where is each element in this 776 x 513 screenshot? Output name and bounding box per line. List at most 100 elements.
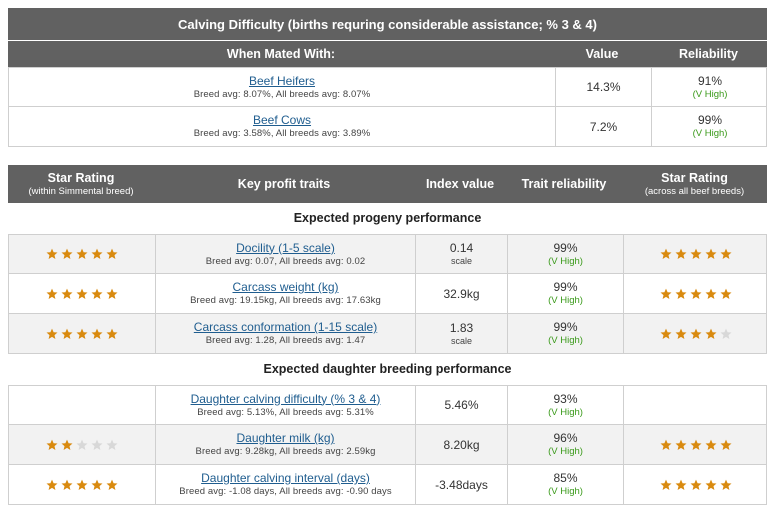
trait-reliability-cell: 96% (V High)	[507, 425, 623, 464]
star-filled-icon	[46, 479, 58, 491]
star-filled-icon	[690, 328, 702, 340]
star-empty-icon	[720, 328, 732, 340]
reliability-label: (V High)	[548, 295, 583, 306]
breed-avg-text: Breed avg: 0.07, All breeds avg: 0.02	[205, 255, 366, 267]
index-value-text: -3.48days	[435, 477, 488, 492]
reliability-text: 99%	[553, 280, 578, 294]
star-rating-within-cell	[9, 425, 155, 464]
header-value: Value	[585, 47, 619, 61]
star-filled-icon	[660, 479, 672, 491]
star-filled-icon	[61, 288, 73, 300]
reliability-text: 96%	[553, 431, 578, 445]
star-filled-icon	[690, 248, 702, 260]
header-mated-with: When Mated With:	[226, 47, 336, 61]
reliability-text: 93%	[553, 391, 578, 406]
trait-row: Docility (1-5 scale) Breed avg: 0.07, All…	[8, 234, 767, 274]
star-rating-across	[660, 328, 732, 340]
trait-link[interactable]: Carcass conformation (1-15 scale)	[193, 320, 378, 334]
star-filled-icon	[675, 479, 687, 491]
trait-link[interactable]: Carcass weight (kg)	[232, 280, 339, 294]
star-rating-across	[660, 479, 732, 491]
trait-name-cell: Carcass conformation (1-15 scale) Breed a…	[155, 314, 415, 353]
trait-reliability-cell: 93% (V High)	[507, 386, 623, 424]
star-rating-within	[46, 288, 118, 300]
calving-value-cell: 7.2%	[555, 107, 651, 146]
header-reliability: Reliability	[678, 47, 739, 61]
star-filled-icon	[675, 328, 687, 340]
star-rating-within-cell	[9, 274, 155, 313]
star-filled-icon	[705, 328, 717, 340]
calving-header-row: When Mated With: Value Reliability	[8, 41, 767, 67]
reliability-label: (V High)	[548, 446, 583, 457]
trait-name-cell: Daughter milk (kg) Breed avg: 9.28kg, All…	[155, 425, 415, 464]
index-value-text: 32.9kg	[443, 286, 480, 301]
reliability-label: (V High)	[548, 255, 583, 267]
calving-row-cows: Beef Cows Breed avg: 3.58%, All breeds a…	[8, 107, 767, 147]
trait-row: Daughter calving difficulty (% 3 & 4) Bre…	[8, 385, 767, 425]
star-rating-across	[660, 439, 732, 451]
trait-row: Carcass weight (kg) Breed avg: 19.15kg, A…	[8, 274, 767, 314]
trait-link[interactable]: Docility (1-5 scale)	[236, 240, 335, 255]
header-star-left-title: Star Rating	[47, 170, 115, 185]
header-key-title: Key profit traits	[237, 176, 331, 191]
star-filled-icon	[106, 479, 118, 491]
star-filled-icon	[91, 328, 103, 340]
header-trait-reliability: Trait reliability	[506, 165, 622, 203]
calving-value-cell: 14.3%	[555, 68, 651, 106]
star-filled-icon	[106, 288, 118, 300]
beef-cows-link[interactable]: Beef Cows	[252, 113, 312, 127]
star-empty-icon	[76, 439, 88, 451]
index-value-text: 8.20kg	[443, 437, 480, 452]
star-rating-across-cell	[623, 425, 768, 464]
calving-reliability-cell: 99% (V High)	[651, 107, 768, 146]
star-filled-icon	[106, 248, 118, 260]
beef-heifers-link[interactable]: Beef Heifers	[248, 73, 316, 88]
header-index-value: Index value	[414, 165, 506, 203]
star-rating-within-cell	[9, 386, 155, 424]
index-value-text: 5.46%	[444, 398, 479, 412]
star-filled-icon	[46, 248, 58, 260]
trait-link[interactable]: Daughter calving interval (days)	[201, 471, 370, 485]
star-rating-across	[660, 288, 732, 300]
star-rating-across	[660, 248, 732, 260]
trait-reliability-cell: 99% (V High)	[507, 235, 623, 273]
trait-row: Daughter milk (kg) Breed avg: 9.28kg, All…	[8, 425, 767, 465]
trait-link[interactable]: Daughter milk (kg)	[236, 431, 335, 445]
reliability-text: 99%	[697, 113, 723, 127]
star-rating-across-cell	[623, 465, 768, 504]
star-rating-within-cell	[9, 235, 155, 273]
index-value-cell: 32.9kg	[415, 274, 507, 313]
trait-name-cell: Carcass weight (kg) Breed avg: 19.15kg, A…	[155, 274, 415, 313]
star-filled-icon	[91, 479, 103, 491]
calving-trait-cell: Beef Heifers Breed avg: 8.07%, All breed…	[9, 68, 555, 106]
index-unit-text: scale	[450, 256, 472, 266]
traits-header-row: Star Rating (within Simmental breed) Key…	[8, 165, 767, 203]
trait-link[interactable]: Daughter calving difficulty (% 3 & 4)	[190, 391, 381, 406]
reliability-text: 99%	[553, 320, 578, 334]
trait-name-cell: Docility (1-5 scale) Breed avg: 0.07, All…	[155, 235, 415, 273]
star-filled-icon	[91, 248, 103, 260]
value-text: 7.2%	[589, 119, 618, 134]
header-star-right-title: Star Rating	[661, 170, 728, 185]
star-rating-within-cell	[9, 314, 155, 353]
star-filled-icon	[675, 288, 687, 300]
star-filled-icon	[61, 248, 73, 260]
star-filled-icon	[690, 439, 702, 451]
trait-reliability-cell: 99% (V High)	[507, 274, 623, 313]
star-filled-icon	[76, 248, 88, 260]
star-filled-icon	[660, 328, 672, 340]
star-rating-across-cell	[623, 386, 768, 424]
section-daughter-title: Expected daughter breeding performance	[263, 362, 512, 376]
star-filled-icon	[690, 479, 702, 491]
reliability-label: (V High)	[548, 335, 583, 346]
index-value-cell: 0.14 scale	[415, 235, 507, 273]
star-filled-icon	[675, 248, 687, 260]
calving-reliability-cell: 91% (V High)	[651, 68, 768, 106]
star-filled-icon	[76, 288, 88, 300]
index-value-text: 1.83	[449, 320, 474, 335]
star-filled-icon	[61, 439, 73, 451]
calving-title: Calving Difficulty (births requring cons…	[8, 8, 767, 40]
star-filled-icon	[46, 328, 58, 340]
star-filled-icon	[660, 248, 672, 260]
star-filled-icon	[46, 288, 58, 300]
